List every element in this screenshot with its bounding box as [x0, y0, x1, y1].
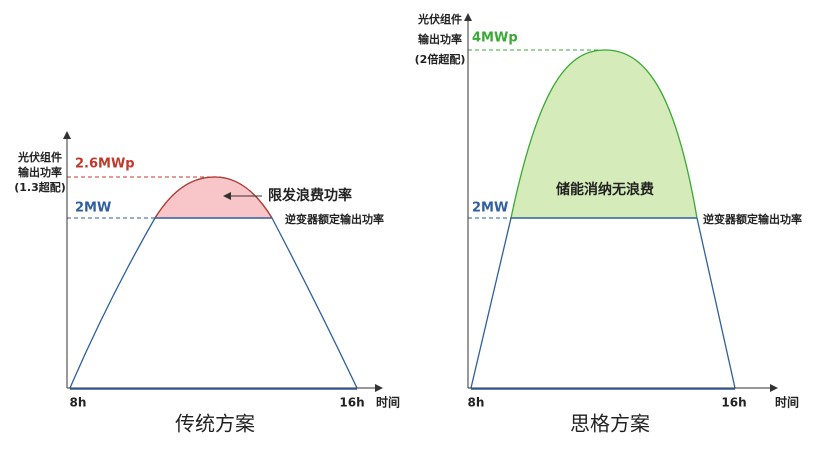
y-label: 光伏组件 — [417, 12, 462, 26]
x-start: 8h — [468, 396, 485, 410]
waste-area — [155, 177, 272, 218]
area-label: 储能消纳无浪费 — [555, 181, 654, 198]
x-end: 16h — [721, 396, 746, 410]
x-end: 16h — [339, 396, 364, 410]
x-axis-label: 时间 — [376, 395, 400, 410]
y-label: (1.3超配) — [14, 180, 66, 194]
output-curve — [470, 217, 736, 389]
rated-label: 2MW — [472, 201, 508, 216]
left-panel: 光伏组件 输出功率 (1.3超配) 2.6MWp 2MW 限发浪费功率 逆变器额… — [14, 131, 400, 436]
peak-label: 4MWp — [472, 31, 518, 46]
caption: 传统方案 — [175, 412, 255, 436]
storage-area — [511, 50, 697, 218]
x-start: 8h — [70, 396, 87, 410]
rated-line-label: 逆变器额定输出功率 — [285, 212, 384, 226]
y-label: 输出功率 — [18, 165, 62, 179]
y-label: (2倍超配) — [415, 52, 466, 66]
peak-label: 2.6MWp — [75, 157, 135, 172]
annotation: 限发浪费功率 — [268, 187, 352, 204]
caption: 思格方案 — [570, 412, 650, 436]
rated-label: 2MW — [75, 201, 111, 216]
y-label: 光伏组件 — [17, 150, 62, 164]
y-label: 输出功率 — [418, 32, 462, 46]
x-axis-label: 时间 — [775, 395, 799, 410]
rated-line-label: 逆变器额定输出功率 — [703, 212, 802, 226]
right-panel: 光伏组件 输出功率 (2倍超配) 4MWp 2MW 储能消纳无浪费 逆变器额定输… — [415, 12, 802, 436]
